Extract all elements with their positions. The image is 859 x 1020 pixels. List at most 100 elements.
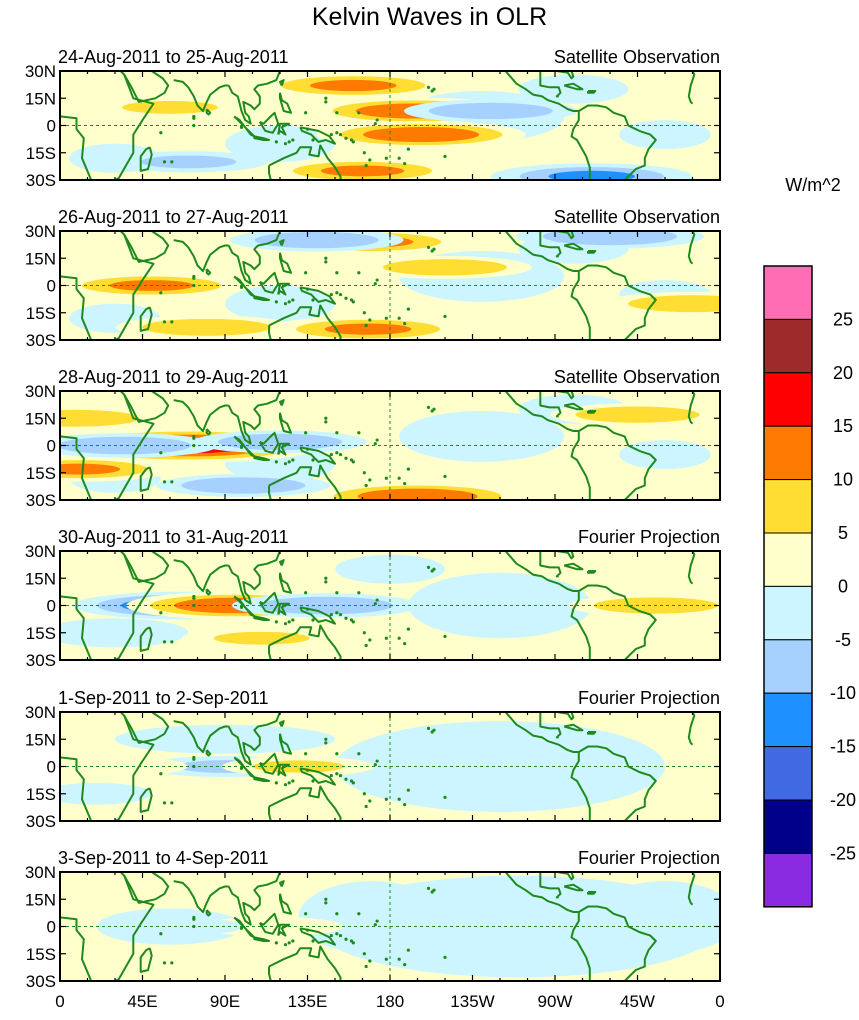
lat-tick-label: 30S	[26, 972, 56, 991]
coastline	[570, 752, 591, 821]
island-marker	[364, 643, 368, 648]
coastline	[539, 551, 562, 578]
island-marker	[364, 964, 368, 969]
coastline	[578, 424, 657, 500]
island-marker	[324, 901, 328, 905]
coastline	[279, 412, 292, 434]
lat-tick-label: 30N	[25, 542, 56, 561]
island-marker	[344, 136, 348, 140]
coastline	[299, 767, 336, 786]
colorbar-swatch	[763, 372, 813, 427]
anomaly-region	[115, 724, 335, 754]
coastline	[258, 752, 280, 775]
anomaly-region	[60, 413, 114, 424]
island-marker	[329, 933, 333, 938]
map-panel: 30N 15N 0 15S 30S 26-Aug-2011 to 27-Aug-2011 S…	[25, 207, 721, 350]
lat-tick-label: 15S	[26, 464, 56, 483]
island-marker	[344, 296, 348, 300]
island-marker	[344, 777, 348, 781]
island-marker	[311, 779, 315, 783]
island-marker	[375, 438, 379, 442]
island-marker	[192, 594, 196, 599]
coastline	[60, 712, 155, 821]
island-marker	[335, 752, 339, 756]
panel-date-range: 24-Aug-2011 to 25-Aug-2011	[58, 47, 289, 67]
island-marker	[324, 897, 328, 901]
lat-tick-label: 15N	[25, 409, 56, 428]
coastline	[60, 872, 155, 981]
island-marker	[430, 89, 434, 93]
colorbar-level-label: 25	[833, 309, 853, 329]
coastline	[279, 733, 292, 755]
island-marker	[287, 460, 291, 464]
coastline	[587, 250, 597, 254]
island-marker	[274, 300, 278, 304]
colorbar-level-label: -10	[830, 683, 856, 703]
anomaly-region	[83, 440, 165, 451]
coastline	[563, 723, 584, 732]
island-marker	[384, 156, 388, 160]
coastline	[173, 559, 229, 592]
island-marker	[162, 160, 167, 164]
island-marker	[349, 779, 354, 783]
lat-tick-label: 30N	[25, 382, 56, 401]
anomaly-region	[298, 881, 445, 954]
lat-tick-label: 0	[47, 758, 56, 777]
coastline	[268, 966, 272, 981]
coastline	[687, 391, 696, 425]
island-marker	[426, 726, 431, 730]
island-marker	[311, 138, 315, 142]
coastline	[253, 936, 270, 942]
lat-tick-label: 30N	[25, 863, 56, 882]
island-marker	[274, 620, 278, 624]
panel-source-label: Fourier Projection	[578, 848, 720, 868]
island-marker	[362, 311, 366, 315]
island-marker	[305, 127, 310, 131]
colorbar-level-label: -20	[830, 790, 856, 810]
island-marker	[291, 138, 295, 142]
island-marker	[406, 307, 410, 311]
coastline	[504, 872, 579, 913]
coastline	[551, 712, 575, 721]
coastline	[570, 111, 591, 180]
coastline	[227, 231, 281, 285]
island-marker	[335, 431, 339, 435]
island-marker	[403, 803, 407, 807]
coastline	[268, 624, 342, 660]
coastline	[539, 231, 562, 258]
coastline	[539, 71, 562, 98]
island-marker	[159, 611, 163, 615]
anomaly-region	[213, 631, 310, 645]
island-marker	[274, 941, 278, 945]
island-marker	[329, 292, 333, 297]
panel-source-label: Fourier Projection	[578, 688, 720, 708]
coastline	[563, 242, 584, 251]
coastline	[258, 271, 280, 294]
coastline	[205, 108, 212, 116]
island-marker	[373, 923, 377, 927]
coastline	[139, 146, 153, 172]
lat-tick-label: 15S	[26, 785, 56, 804]
coastline	[173, 399, 229, 432]
coastline	[123, 391, 170, 423]
island-marker	[375, 118, 379, 122]
island-marker	[373, 282, 377, 286]
island-marker	[311, 298, 315, 302]
island-marker	[239, 766, 244, 770]
island-marker	[443, 474, 447, 478]
coastline	[299, 126, 336, 145]
island-marker	[443, 634, 447, 638]
island-marker	[170, 320, 174, 324]
anomaly-region	[569, 231, 651, 242]
lat-tick-label: 15N	[25, 89, 56, 108]
island-marker	[311, 939, 315, 943]
coastline	[570, 271, 591, 340]
island-marker	[192, 755, 196, 760]
panel-date-range: 1-Sep-2011 to 2-Sep-2011	[58, 688, 268, 708]
island-marker	[344, 937, 348, 941]
coastline	[277, 923, 291, 937]
lon-tick-label: 45E	[127, 992, 157, 1011]
colorbar-units: W/m^2	[785, 175, 840, 195]
island-marker	[170, 480, 174, 484]
